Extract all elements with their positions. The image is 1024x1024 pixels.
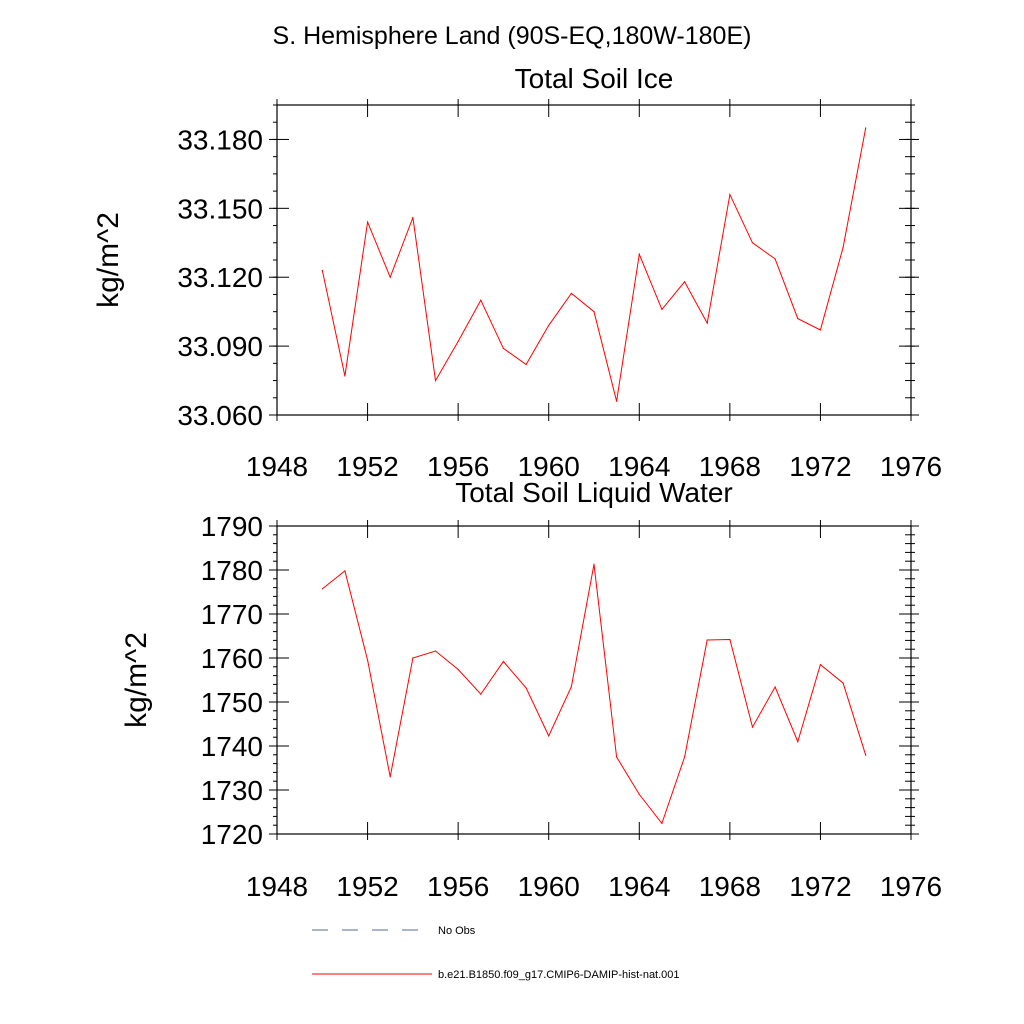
x-tick-label: 1964	[608, 451, 670, 482]
data-point	[366, 659, 369, 661]
legend-series-label: b.e21.B1850.f09_g17.CMIP6-DAMIP-hist-nat…	[438, 969, 680, 981]
main-title: S. Hemisphere Land (90S-EQ,180W-180E)	[273, 22, 752, 50]
x-tick-label: 1960	[518, 451, 580, 482]
data-point	[321, 269, 323, 271]
y-tick-label: 33.090	[177, 331, 263, 362]
x-tick-label: 1948	[246, 451, 308, 482]
data-point	[502, 347, 505, 350]
chart-title: Total Soil Liquid Water	[455, 477, 733, 508]
data-point	[661, 308, 663, 310]
x-tick-label: 1972	[789, 451, 851, 482]
y-tick-label: 33.150	[177, 193, 263, 224]
y-tick-label: 1780	[201, 555, 263, 586]
x-tick-label: 1952	[336, 871, 398, 902]
data-point	[389, 276, 391, 278]
data-point	[570, 292, 572, 294]
data-point	[774, 258, 776, 260]
data-point	[865, 754, 867, 756]
data-point	[366, 221, 369, 223]
x-tick-label: 1952	[336, 451, 398, 482]
data-point	[480, 299, 482, 301]
data-point	[434, 650, 437, 652]
x-tick-label: 1956	[427, 871, 489, 902]
y-tick-label: 1740	[201, 731, 263, 762]
data-point	[321, 588, 323, 590]
data-point	[842, 246, 844, 248]
y-tick-label: 33.180	[177, 124, 263, 155]
data-point	[412, 657, 414, 659]
x-tick-label: 1976	[880, 871, 942, 902]
data-point	[434, 379, 437, 382]
data-point	[616, 756, 618, 758]
series-line	[321, 127, 867, 402]
y-tick-label: 33.120	[177, 262, 263, 293]
data-point	[706, 322, 708, 324]
data-point	[548, 735, 550, 737]
series-line	[321, 564, 867, 825]
data-point	[593, 563, 595, 565]
data-point	[729, 193, 731, 196]
data-point	[457, 668, 459, 671]
chart-title: Total Soil Ice	[515, 63, 674, 94]
data-point	[570, 686, 572, 688]
legend: No Obs b.e21.B1850.f09_g17.CMIP6-DAMIP-h…	[312, 925, 680, 981]
x-tick-label: 1960	[518, 871, 580, 902]
y-tick-label: 1790	[201, 511, 263, 542]
chart-panel-soil-ice: Total Soil Ice 1948 1952 1956 1960 1964 1968 19…	[92, 63, 942, 482]
data-point	[344, 375, 346, 377]
data-point	[480, 693, 482, 695]
y-tick-label: 1750	[201, 687, 263, 718]
x-tick-label: 1968	[699, 451, 761, 482]
data-point	[819, 329, 822, 331]
data-point	[548, 324, 550, 327]
x-tick-label: 1972	[789, 871, 851, 902]
x-tick-label: 1956	[427, 451, 489, 482]
data-point	[389, 776, 391, 778]
data-point	[797, 741, 799, 743]
data-point	[751, 726, 754, 728]
data-point	[525, 687, 527, 689]
plot-frame	[276, 104, 912, 416]
data-point	[774, 686, 776, 688]
y-axis-label: kg/m^2	[120, 632, 153, 728]
data-point	[593, 311, 595, 313]
data-point	[842, 682, 844, 684]
data-point	[706, 639, 708, 641]
x-tick-label: 1964	[608, 871, 670, 902]
data-point	[344, 570, 346, 572]
x-tick-label: 1948	[246, 871, 308, 902]
y-tick-label: 1720	[201, 819, 263, 850]
data-point	[457, 340, 459, 343]
data-point	[525, 363, 527, 366]
y-tick-label: 1730	[201, 775, 263, 806]
data-point	[751, 242, 754, 244]
data-point	[797, 317, 799, 320]
legend-no-obs-label: No Obs	[438, 925, 476, 937]
y-axis-label: kg/m^2	[92, 212, 125, 308]
plot-frame	[276, 525, 912, 835]
data-point	[616, 400, 618, 402]
x-tick-label: 1968	[699, 871, 761, 902]
x-tick-label: 1976	[880, 451, 942, 482]
data-point	[683, 756, 686, 758]
y-tick-label: 1760	[201, 643, 263, 674]
data-point	[638, 253, 640, 255]
data-point	[819, 664, 822, 666]
y-tick-label: 1770	[201, 599, 263, 630]
data-point	[412, 216, 414, 219]
data-point	[683, 281, 686, 283]
data-point	[865, 127, 867, 129]
data-point	[638, 793, 640, 796]
data-point	[661, 822, 663, 825]
chart-panel-soil-liquid-water: Total Soil Liquid Water 1948 1952 1956 1960 1…	[120, 477, 942, 902]
y-tick-label: 33.060	[177, 400, 263, 431]
data-point	[729, 638, 731, 641]
data-point	[502, 660, 505, 663]
